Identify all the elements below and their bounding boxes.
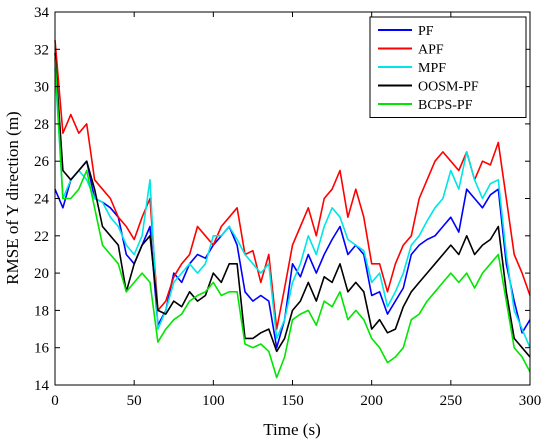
series-layer <box>54 39 531 379</box>
x-axis-label: Time (s) <box>263 420 320 439</box>
x-tick-label: 250 <box>440 393 463 409</box>
y-tick-label: 18 <box>34 303 49 319</box>
y-tick-label: 14 <box>34 378 50 394</box>
series-line-bcps-pf <box>54 58 531 379</box>
y-tick-label: 22 <box>34 229 49 245</box>
y-tick-label: 28 <box>34 117 49 133</box>
legend-label-bcps-pf: BCPS-PF <box>418 98 473 113</box>
y-tick-label: 30 <box>34 80 49 96</box>
series-line-apf <box>54 39 531 330</box>
ticks-layer: 0 50 100 150 200 250 300 14 16 18 20 22 24 26 28 30 32 34 <box>34 5 541 409</box>
y-tick-label: 34 <box>34 5 50 21</box>
x-tick-label: 200 <box>360 393 383 409</box>
legend-label-apf: APF <box>418 43 444 58</box>
legend-label-pf: PF <box>418 24 434 39</box>
y-axis-label: RMSE of Y direction (m) <box>3 111 22 284</box>
x-tick-label: 100 <box>202 393 225 409</box>
y-tick-label: 24 <box>34 192 50 208</box>
x-tick-label: 0 <box>51 393 59 409</box>
x-tick-label: 50 <box>127 393 142 409</box>
series-line-mpf <box>54 67 531 349</box>
y-tick-label: 32 <box>34 42 49 58</box>
legend-label-mpf: MPF <box>418 61 446 76</box>
y-tick-label: 20 <box>34 266 49 282</box>
legend-label-oosm-pf: OOSM-PF <box>418 80 479 95</box>
y-tick-label: 26 <box>34 154 50 170</box>
legend: PF APF MPF OOSM-PF BCPS-PF <box>369 16 527 118</box>
x-tick-label: 150 <box>281 393 304 409</box>
x-tick-label: 300 <box>519 393 542 409</box>
y-tick-label: 16 <box>34 341 50 357</box>
series-line-oosm-pf <box>54 52 531 358</box>
